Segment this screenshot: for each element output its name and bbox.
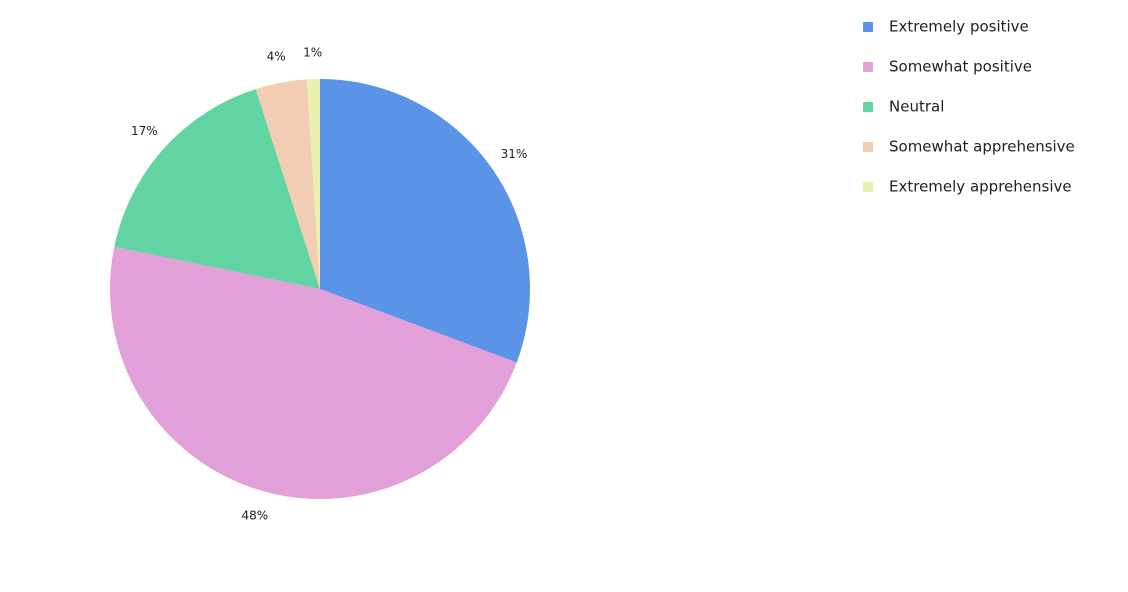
data-label: 1% [303, 46, 322, 60]
pie-slice [109, 246, 517, 500]
data-label: 17% [131, 124, 158, 138]
pie-slice [306, 79, 320, 289]
legend-swatch [863, 142, 873, 152]
data-label: 31% [501, 147, 528, 161]
legend-label[interactable]: Somewhat positive [889, 58, 1032, 76]
legend-swatch [863, 182, 873, 192]
legend-swatch [863, 62, 873, 72]
pie-slice [320, 79, 530, 363]
pie-slice [255, 79, 320, 290]
legend-label[interactable]: Somewhat apprehensive [889, 138, 1075, 156]
data-label: 48% [241, 508, 268, 522]
pie-slice [114, 89, 320, 290]
legend-swatch [863, 22, 873, 32]
legend-label[interactable]: Extremely apprehensive [889, 178, 1072, 196]
data-label: 4% [267, 50, 286, 64]
legend-swatch [863, 102, 873, 112]
legend-label[interactable]: Neutral [889, 98, 944, 116]
legend-label[interactable]: Extremely positive [889, 18, 1029, 36]
